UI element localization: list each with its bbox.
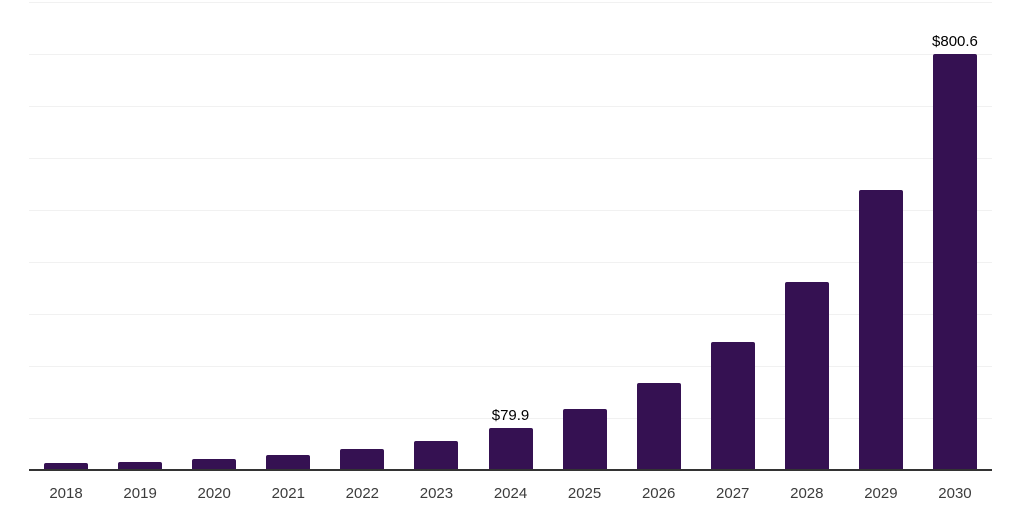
- bar-2026: [636, 383, 681, 470]
- bar-2021: [266, 455, 311, 470]
- bar-2030: [932, 53, 977, 470]
- x-tick-label-2027: 2027: [716, 485, 750, 502]
- bar-2023: [414, 441, 459, 470]
- x-tick-label-2030: 2030: [938, 485, 972, 502]
- bar-2022: [340, 449, 385, 470]
- bar-2027: [710, 342, 755, 470]
- x-tick-label-2019: 2019: [123, 485, 157, 502]
- x-tick-label-2018: 2018: [49, 485, 83, 502]
- grid-line-800: [29, 54, 992, 55]
- x-tick-label-2026: 2026: [641, 485, 676, 502]
- bar-2025: [562, 409, 607, 470]
- value-label-2024: $79.9: [491, 407, 530, 425]
- bar-2024: [488, 428, 533, 470]
- x-tick-label-2023: 2023: [419, 485, 454, 502]
- bar-2029: [858, 190, 903, 470]
- x-tick-label-2021: 2021: [271, 485, 305, 502]
- bar-2028: [784, 282, 829, 470]
- grid-line-700: [29, 106, 992, 107]
- bar-2018: [44, 463, 89, 470]
- x-tick-label-2028: 2028: [790, 485, 824, 502]
- grid-line-200: [29, 366, 992, 367]
- x-tick-label-2020: 2020: [197, 485, 231, 502]
- grid-line-600: [29, 158, 992, 159]
- bar-2020: [192, 459, 237, 470]
- x-tick-label-2022: 2022: [345, 485, 380, 502]
- x-axis-line: [29, 469, 992, 471]
- grid-line-400: [29, 262, 992, 263]
- grid-line-500: [29, 210, 992, 211]
- bar-2019: [118, 461, 163, 470]
- x-tick-label-2024: 2024: [493, 485, 528, 502]
- value-label-2030: $800.6: [932, 32, 978, 50]
- x-tick-label-2029: 2029: [864, 485, 898, 502]
- grid-line-100: [29, 418, 992, 419]
- x-tick-label-2025: 2025: [567, 485, 602, 502]
- grid-line-900: [29, 2, 992, 3]
- grid-line-300: [29, 314, 992, 315]
